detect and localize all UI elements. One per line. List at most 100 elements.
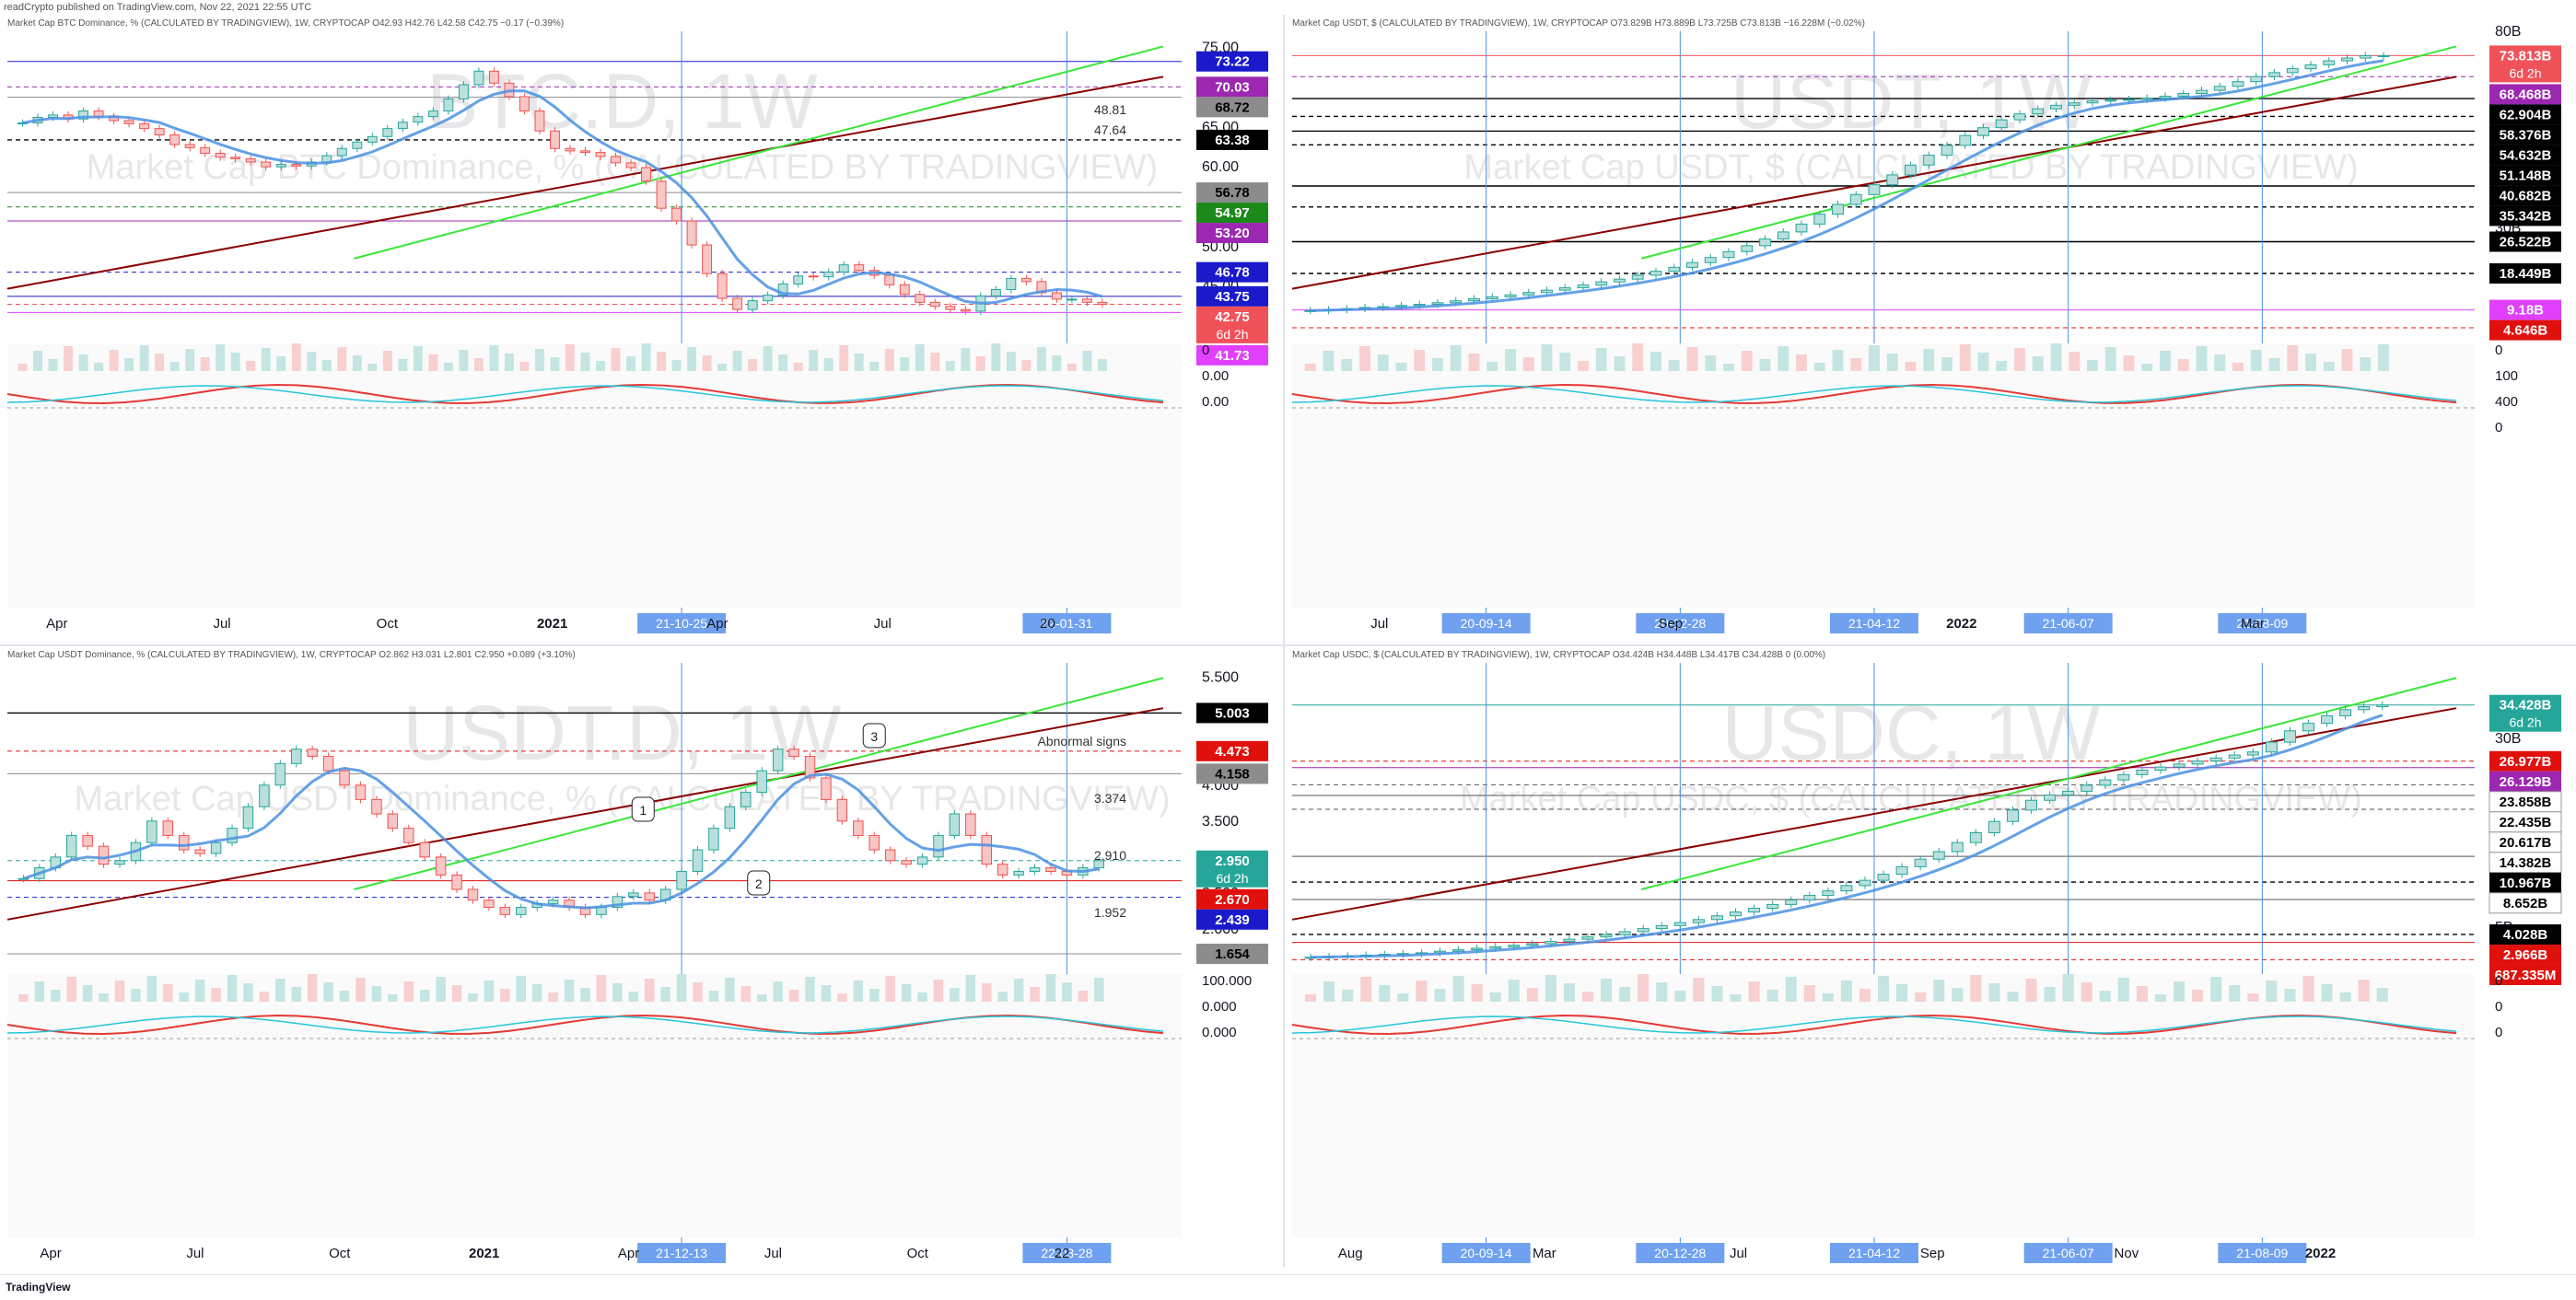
- usdc_cap-indicator-bg: [1292, 974, 2475, 1237]
- usdc_cap-volume-bar: [2025, 979, 2037, 1002]
- usdt_cap-volume-bar: [1741, 351, 1753, 371]
- usdt_d-volume-bar: [163, 984, 173, 1002]
- usdc_cap-volume-bar: [1878, 976, 1890, 1002]
- usdc_cap-level-badge: [2489, 964, 2561, 985]
- usdt_cap-candle: [1504, 294, 1517, 297]
- usdt_d-volume-bar: [243, 983, 253, 1002]
- usdt_cap-candle: [2304, 64, 2317, 70]
- btc_d-volume-bar: [641, 343, 651, 371]
- usdc_cap-candle: [2228, 754, 2241, 759]
- btc_d-volume-bar: [155, 354, 165, 371]
- btc_d-x-tick: Jul: [874, 616, 892, 632]
- btc_d-volume-bar: [839, 345, 849, 371]
- usdt_cap-volume-bar: [2160, 351, 2171, 371]
- usdc_cap-volume-bar: [2081, 982, 2092, 1002]
- usdt_d-candle: [788, 749, 799, 758]
- usdt_cap-volume-bar: [2214, 354, 2226, 371]
- usdt_cap-volume-bar: [1686, 347, 1698, 371]
- usdt_d-volume-bar: [965, 975, 976, 1002]
- btc_d-candle: [78, 110, 89, 120]
- usdc_cap-candle: [1859, 879, 1871, 887]
- btc_d-level-value: 43.75: [1215, 289, 1250, 305]
- btc_d-volume-bar: [413, 346, 423, 371]
- btc-dominance-chart[interactable]: Market Cap BTC Dominance, % (CALCULATED …: [0, 15, 1283, 644]
- usdt-market-cap-chart[interactable]: Market Cap USDT, $ (CALCULATED BY TRADIN…: [1285, 15, 2576, 644]
- usdt_cap-volume-bar: [2232, 363, 2244, 371]
- usdt_d-volume-bar: [1078, 991, 1089, 1002]
- usdc_cap-candle: [1544, 941, 1557, 945]
- usdc_cap-candle: [1526, 943, 1539, 946]
- usdt_d-x-tick: Apr: [618, 1246, 639, 1261]
- usdc_cap-volume-bar: [2266, 981, 2278, 1002]
- btc_d-level-value: 70.03: [1215, 79, 1250, 95]
- usdc_cap-ma-line: [1311, 714, 2384, 959]
- usdt_cap-level-badge: [2489, 205, 2561, 226]
- usdt_cap-candle: [2268, 72, 2280, 77]
- usdt_d-volume-bar: [548, 992, 558, 1002]
- usdc_cap-level-value: 20.617B: [2500, 835, 2552, 851]
- usdt_d-x-tick: 2021: [469, 1246, 499, 1261]
- usdt_cap-level-badge: [2489, 145, 2561, 166]
- usdt_cap-candle: [2159, 96, 2172, 99]
- usdt_cap-indicator-label: 0: [2495, 420, 2502, 435]
- usdt_cap-volume-bar: [1905, 362, 1917, 371]
- btc_d-level-badge: [1196, 344, 1268, 366]
- usdt_cap-candle: [1631, 274, 1644, 280]
- usdt_d-volume-bar: [628, 992, 639, 1002]
- usdt_cap-candle: [2323, 60, 2336, 65]
- usdt_d-candle: [467, 888, 479, 901]
- usdc_cap-volume-bar: [1508, 980, 1520, 1002]
- btc_d-candle: [1081, 298, 1092, 303]
- usdt_d-candle: [114, 860, 125, 865]
- usdt_d-callout-box: [747, 870, 771, 896]
- usdt_cap-indicator-label: 0: [2495, 342, 2502, 358]
- usdt_cap-candle: [1450, 300, 1463, 304]
- usdt-dominance-chart[interactable]: Market Cap USDT Dominance, % (CALCULATED…: [0, 646, 1283, 1274]
- usdt_cap-date-label-bg: [1441, 613, 1531, 633]
- usdt_cap-candle: [2123, 99, 2135, 101]
- btc_d-candle: [899, 284, 910, 296]
- usdc_cap-x-tick: Aug: [1338, 1246, 1363, 1261]
- usdc_cap-candle: [2081, 784, 2093, 792]
- usdc_cap-level-badge: [2489, 944, 2561, 965]
- btc_d-candle: [656, 180, 667, 209]
- usdc_cap-volume-bar: [1434, 989, 1446, 1002]
- usdc_cap-date-label-bg: [1830, 1243, 1918, 1263]
- usdc_cap-x-tick: Mar: [1533, 1246, 1556, 1261]
- usdt_d-volume-bar: [564, 980, 575, 1002]
- usdt_d-x-tick: Oct: [907, 1246, 929, 1261]
- usdc_cap-level-badge: [2489, 771, 2561, 792]
- btc_d-volume-bar: [657, 352, 667, 371]
- btc_d-level-value: 56.78: [1215, 185, 1250, 201]
- usdc_cap-date-label-bg: [2218, 1243, 2307, 1263]
- usdt_cap-volume-bar: [2305, 354, 2316, 371]
- usdc-market-cap-chart[interactable]: Market Cap USDC, $ (CALCULATED BY TRADIN…: [1285, 646, 2576, 1274]
- usdt_d-volume-bar: [997, 992, 1008, 1002]
- usdt_d-candle: [371, 798, 382, 815]
- usdt_d-x-tick: Oct: [329, 1246, 351, 1261]
- usdt_d-level-value: 4.473: [1215, 744, 1250, 760]
- usdt_cap-volume-bar: [2341, 349, 2353, 371]
- usdt_cap-volume-bar: [1614, 356, 1626, 371]
- usdt_d-candle: [949, 813, 961, 836]
- btc_d-volume-bar: [1036, 347, 1046, 371]
- btc_d-candle: [519, 96, 530, 112]
- btc_d-candle: [261, 161, 272, 168]
- btc_d-candle: [382, 128, 393, 137]
- usdc_cap-candle: [2339, 709, 2352, 716]
- usdt_cap-candle: [1941, 145, 1953, 157]
- usdc_cap-volume-bar: [1656, 982, 1668, 1002]
- usdt_d-level-value: 4.158: [1215, 766, 1250, 782]
- btc_d-volume-bar: [748, 359, 758, 371]
- usdc_cap-candle: [1618, 931, 1631, 935]
- usdc_cap-level-value: 2.966B: [2503, 947, 2548, 963]
- usdt_cap-volume-bar: [1813, 363, 1825, 371]
- usdc_cap-volume-bar: [1896, 984, 1908, 1002]
- btc_d-volume-bar: [884, 349, 894, 371]
- usdt_d-volume-bar: [131, 989, 141, 1002]
- usdc_cap-candle: [1673, 922, 1686, 926]
- usdt_cap-volume-bar: [1395, 363, 1407, 371]
- usdc_cap-candle: [1877, 874, 1890, 881]
- usdc_cap-level-badge: [2489, 694, 2561, 732]
- btc_d-candle: [793, 275, 804, 284]
